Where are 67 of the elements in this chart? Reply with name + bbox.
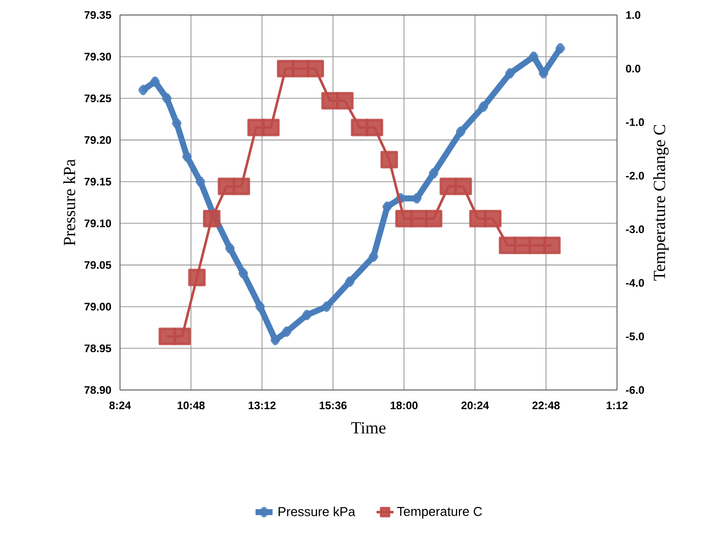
point (478, 101, 488, 112)
point (368, 251, 378, 262)
point (366, 118, 384, 136)
y-tick-label: 79.25 (84, 94, 112, 102)
y-tick-label: 78.90 (84, 386, 112, 394)
point (182, 151, 192, 162)
x-tick-label: 1:12 (606, 402, 628, 410)
x-tick-label: 18:00 (390, 402, 418, 410)
point (150, 76, 160, 87)
point (529, 51, 538, 62)
point (173, 328, 191, 346)
legend-label: Pressure kPa (278, 506, 356, 516)
y-tick-label: 79.05 (84, 261, 112, 269)
y2-tick-label: 0.0 (626, 64, 640, 72)
y-tick-label: 79.15 (84, 178, 112, 186)
x-tick-label: 13:12 (248, 402, 276, 410)
point (412, 193, 422, 204)
y-axis-title: Pressure kPa (63, 159, 76, 246)
y2-tick-label: -4.0 (626, 278, 644, 287)
x-axis-title: Time (351, 422, 386, 434)
y-tick-label: 79.00 (84, 302, 112, 311)
x-tick-label: 22:48 (532, 402, 560, 410)
point (484, 210, 502, 228)
point (202, 210, 220, 228)
point (270, 334, 280, 346)
x-tick-label: 8:24 (109, 402, 131, 410)
y2-tick-label: -1.0 (626, 118, 644, 126)
point (138, 84, 148, 96)
point (345, 276, 354, 287)
point (196, 176, 206, 187)
y-tick-label: 78.95 (84, 344, 112, 352)
y2-tick-label: -5.0 (626, 332, 644, 340)
point (238, 268, 248, 279)
point (428, 168, 438, 179)
y2-tick-label: -6.0 (626, 386, 644, 394)
point (255, 301, 265, 312)
point (382, 201, 392, 212)
point (543, 236, 561, 254)
x-tick-label: 15:36 (320, 402, 347, 410)
point (306, 60, 324, 78)
point (225, 243, 235, 254)
y2-axis-title: Temperature Change C (653, 125, 669, 281)
y-tick-label: 79.30 (84, 52, 112, 61)
point (424, 210, 442, 228)
legend-label: Temperature C (397, 506, 482, 519)
y2-tick-label: -3.0 (626, 225, 644, 234)
point (322, 301, 332, 312)
point (456, 126, 466, 137)
point (556, 43, 565, 54)
x-tick-label: 10:48 (178, 402, 205, 410)
point (302, 310, 312, 320)
y-tick-label: 79.20 (84, 136, 112, 144)
point (172, 118, 182, 129)
point (188, 268, 206, 286)
y-tick-label: 79.10 (84, 219, 112, 228)
point (262, 118, 280, 136)
point (232, 178, 250, 196)
point (380, 150, 398, 168)
y2-tick-label: -2.0 (626, 172, 644, 180)
x-tick-label: 20:24 (461, 402, 489, 410)
point (162, 93, 172, 104)
point (505, 68, 515, 79)
point (336, 92, 354, 110)
point (282, 326, 292, 337)
y2-tick-label: 1.0 (626, 11, 640, 19)
y-tick-label: 79.35 (84, 11, 112, 19)
point (454, 178, 472, 196)
